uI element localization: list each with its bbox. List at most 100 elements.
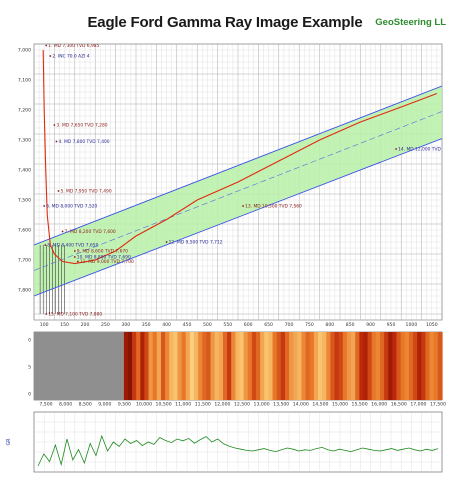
chart-title: Eagle Ford Gamma Ray Image Example xyxy=(87,14,363,31)
annotation-marker xyxy=(76,260,79,263)
image-cell xyxy=(375,332,381,400)
image-cell xyxy=(210,332,216,400)
y-tick-label: 7,400 xyxy=(18,168,31,174)
image-cell xyxy=(132,332,137,400)
log-clip xyxy=(37,434,439,467)
y-tick-label: 7,200 xyxy=(18,108,31,114)
image-x-tick: 17,500 xyxy=(430,402,446,408)
image-x-tick: 14,000 xyxy=(293,402,309,408)
annotation-label: 1. MD 7,300 TVD 6,985 xyxy=(48,43,99,49)
annotation-label: 12. MD 9,500 TVD 7,712 xyxy=(169,240,223,246)
image-cell xyxy=(148,332,154,400)
image-cell xyxy=(260,332,265,400)
annotation-marker xyxy=(55,140,58,143)
image-cell xyxy=(185,332,191,400)
image-cell xyxy=(408,332,414,400)
image-cell xyxy=(152,332,158,400)
annotation-marker xyxy=(73,250,76,252)
gamma-ray-trace xyxy=(37,434,439,467)
annotation-marker xyxy=(45,313,48,315)
image-cell xyxy=(194,332,199,400)
image-cell xyxy=(127,332,133,400)
x-tick-label: 200 xyxy=(81,322,90,328)
annotation-marker xyxy=(49,55,52,57)
image-cell xyxy=(222,332,228,400)
x-tick-label: 500 xyxy=(203,322,212,328)
image-cell xyxy=(169,332,174,400)
annotation-label: 11. MD 9,000 TVD 7,700 xyxy=(80,259,134,265)
image-cell xyxy=(351,332,356,400)
x-tick-label: 1050 xyxy=(426,322,438,328)
image-cell xyxy=(429,332,435,400)
x-tick-label: 650 xyxy=(264,322,273,328)
image-cell xyxy=(227,332,232,400)
image-cell xyxy=(334,332,340,400)
image-x-tick: 11,500 xyxy=(195,402,211,408)
y-tick-label: 7,500 xyxy=(18,198,31,204)
x-tick-label: 850 xyxy=(346,322,355,328)
y-tick-label: 7,700 xyxy=(18,258,31,264)
image-cell xyxy=(206,332,212,400)
annotation-marker xyxy=(395,148,397,150)
y-tick-label: 7,300 xyxy=(18,138,31,144)
annotation-label: 2. INC 70.0 AZI 4 xyxy=(52,54,89,60)
x-axis: 100 150 200 250 300 350 400 450 500 550 600 650 700 7… xyxy=(40,322,438,328)
zone-group xyxy=(34,49,442,314)
image-cell xyxy=(189,332,195,400)
annotation-label: 7. MD 8,200 TVD 7,600 xyxy=(65,229,116,235)
image-cell xyxy=(313,332,319,400)
image-x-tick: 8,000 xyxy=(59,402,72,408)
image-cell xyxy=(392,332,398,400)
zone-base-line xyxy=(34,138,442,297)
image-cell xyxy=(136,332,141,400)
image-cell xyxy=(400,332,406,400)
annotation-marker xyxy=(43,205,46,207)
y-tick-label: 7,800 xyxy=(18,288,31,294)
image-cell xyxy=(123,332,129,400)
image-x-tick: 15,000 xyxy=(332,402,348,408)
image-x-tick: 12,000 xyxy=(214,402,230,408)
image-cell xyxy=(243,332,249,400)
annotation-marker xyxy=(165,241,168,243)
x-tick-label: 150 xyxy=(60,322,69,328)
annotation-marker xyxy=(242,205,245,207)
image-cell xyxy=(371,332,377,400)
y-tick-label: 7,600 xyxy=(18,228,31,234)
image-cell xyxy=(214,332,220,400)
image-cell xyxy=(326,332,332,400)
image-cell xyxy=(346,332,352,400)
image-x-tick: 16,000 xyxy=(371,402,387,408)
image-x-tick: 10,000 xyxy=(136,402,152,408)
image-cell xyxy=(268,332,274,400)
image-cell xyxy=(404,332,410,400)
image-cell xyxy=(165,332,170,400)
annotation-label: 8. MD 8,400 TVD 7,650 xyxy=(47,243,98,249)
image-cell xyxy=(202,332,208,400)
x-tick-label: 400 xyxy=(162,322,171,328)
x-tick-label: 350 xyxy=(142,322,151,328)
image-cell xyxy=(330,332,336,400)
image-cell xyxy=(231,332,236,400)
x-tick-label: 750 xyxy=(305,322,314,328)
image-cell xyxy=(256,332,261,400)
brand-logo: GeoSteering LL xyxy=(375,17,446,28)
image-cell xyxy=(437,332,443,400)
image-cell xyxy=(318,332,323,400)
image-cell xyxy=(380,332,385,400)
x-tick-label: 450 xyxy=(183,322,192,328)
image-x-tick: 12,500 xyxy=(234,402,250,408)
annotation-marker xyxy=(53,124,56,126)
image-cell xyxy=(367,332,373,400)
image-cell xyxy=(173,332,179,400)
image-cell xyxy=(177,332,183,400)
image-cell xyxy=(396,332,402,400)
image-cell xyxy=(239,332,245,400)
log-grid xyxy=(34,412,442,472)
image-cell xyxy=(305,332,311,400)
x-tick-label: 950 xyxy=(387,322,396,328)
x-tick-label: 800 xyxy=(325,322,334,328)
x-tick-label: 1000 xyxy=(406,322,418,328)
image-cell xyxy=(342,332,348,400)
y-axis: 7,000 7,100 7,200 7,300 7,400 7,500 7,600 7,700… xyxy=(18,48,31,294)
image-cell xyxy=(198,332,203,400)
